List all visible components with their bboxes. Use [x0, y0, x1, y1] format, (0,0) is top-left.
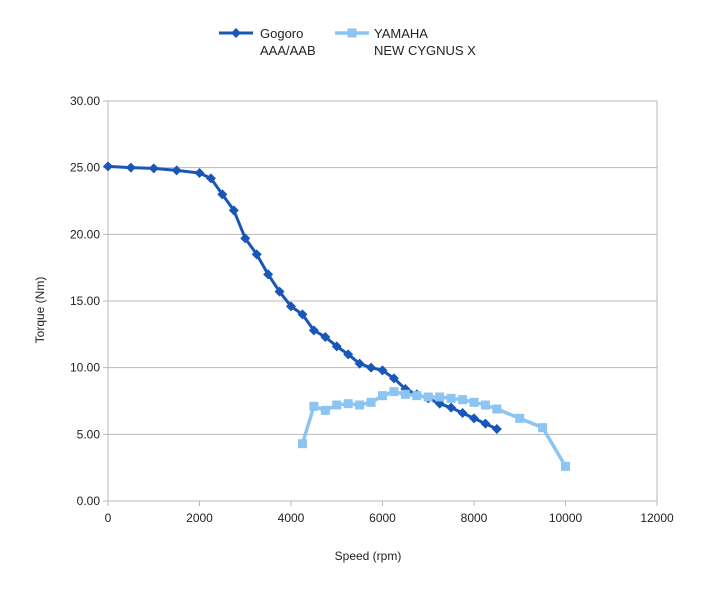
x-tick-label: 2000	[186, 511, 213, 525]
data-point-gogoro	[103, 161, 113, 172]
data-point-yamaha	[480, 400, 490, 410]
data-point-gogoro	[217, 189, 228, 200]
x-axis-title: Speed (rpm)	[335, 549, 402, 563]
legend-item-yamaha: YAMAHA NEW CYGNUS X	[335, 26, 476, 58]
x-tick-label: 8000	[461, 511, 488, 525]
data-point-gogoro	[228, 205, 239, 216]
legend-label-gogoro: Gogoro	[260, 26, 303, 41]
data-point-yamaha	[343, 399, 353, 409]
data-point-gogoro	[251, 249, 262, 260]
data-point-gogoro	[366, 362, 377, 373]
data-point-gogoro	[171, 165, 182, 176]
y-axis-title: Torque (Nm)	[33, 277, 47, 344]
data-point-gogoro	[148, 163, 159, 174]
legend-label-gogoro: AAA/AAB	[260, 43, 316, 58]
data-point-gogoro	[343, 349, 354, 360]
data-point-yamaha	[297, 439, 307, 449]
data-point-gogoro	[194, 168, 205, 178]
x-tick-label: 6000	[369, 511, 396, 525]
data-point-gogoro	[297, 309, 308, 320]
legend-swatch-marker-gogoro	[231, 28, 241, 38]
data-point-gogoro	[125, 162, 136, 173]
data-point-gogoro	[320, 332, 331, 342]
x-tick-label: 10000	[549, 511, 583, 525]
legend: Gogoro AAA/AAB YAMAHA NEW CYGNUS X	[219, 26, 476, 58]
grid-layer	[108, 100, 657, 502]
data-point-gogoro	[491, 424, 502, 434]
y-tick-label: 20.00	[70, 227, 100, 241]
data-point-gogoro	[388, 373, 399, 384]
data-point-yamaha	[435, 392, 445, 402]
x-tick-label: 4000	[278, 511, 305, 525]
data-point-yamaha	[561, 461, 570, 471]
data-point-yamaha	[458, 395, 468, 405]
data-point-yamaha	[515, 413, 525, 423]
y-tick-label: 10.00	[70, 361, 100, 375]
data-point-yamaha	[378, 391, 387, 401]
data-point-yamaha	[320, 405, 330, 415]
y-tick-label: 30.00	[70, 94, 100, 108]
data-point-gogoro	[354, 358, 365, 369]
data-point-gogoro	[331, 341, 342, 352]
data-point-gogoro	[240, 233, 251, 244]
data-point-yamaha	[492, 404, 502, 414]
data-point-yamaha	[309, 401, 319, 411]
data-point-yamaha	[423, 392, 433, 402]
data-point-gogoro	[469, 413, 479, 424]
x-tick-label: 0	[105, 511, 112, 525]
data-point-yamaha	[366, 397, 376, 407]
data-point-gogoro	[274, 286, 285, 297]
series-layer	[103, 161, 570, 471]
legend-label-yamaha: NEW CYGNUS X	[374, 43, 476, 58]
data-point-gogoro	[308, 325, 319, 336]
data-point-yamaha	[412, 391, 422, 401]
axis-layer: 0.00 5.00 10.00 15.00 20.00 25.00 30.00 0 2000 40…	[70, 94, 674, 525]
data-point-gogoro	[286, 301, 296, 312]
series-line-yamaha	[300, 389, 568, 468]
data-point-gogoro	[263, 269, 274, 280]
data-point-gogoro	[205, 173, 216, 184]
data-point-yamaha	[538, 423, 548, 433]
y-tick-label: 0.00	[77, 494, 101, 508]
data-point-yamaha	[355, 400, 365, 410]
data-point-gogoro	[457, 408, 468, 418]
series-yamaha	[297, 387, 570, 471]
data-point-gogoro	[480, 418, 491, 429]
legend-item-gogoro: Gogoro AAA/AAB	[219, 26, 316, 58]
series-gogoro	[103, 161, 502, 434]
y-tick-label: 15.00	[70, 294, 100, 308]
x-tick-label: 12000	[640, 511, 674, 525]
data-point-yamaha	[389, 387, 399, 397]
legend-swatch-marker-yamaha	[347, 28, 357, 38]
y-tick-label: 5.00	[77, 427, 101, 441]
series-line-gogoro	[107, 164, 498, 431]
data-point-gogoro	[446, 402, 457, 413]
y-tick-label: 25.00	[70, 161, 100, 175]
legend-label-yamaha: YAMAHA	[374, 26, 428, 41]
data-point-gogoro	[377, 365, 388, 376]
data-point-yamaha	[332, 400, 342, 410]
data-point-yamaha	[400, 389, 410, 399]
data-point-yamaha	[469, 397, 479, 407]
data-point-yamaha	[446, 393, 456, 403]
